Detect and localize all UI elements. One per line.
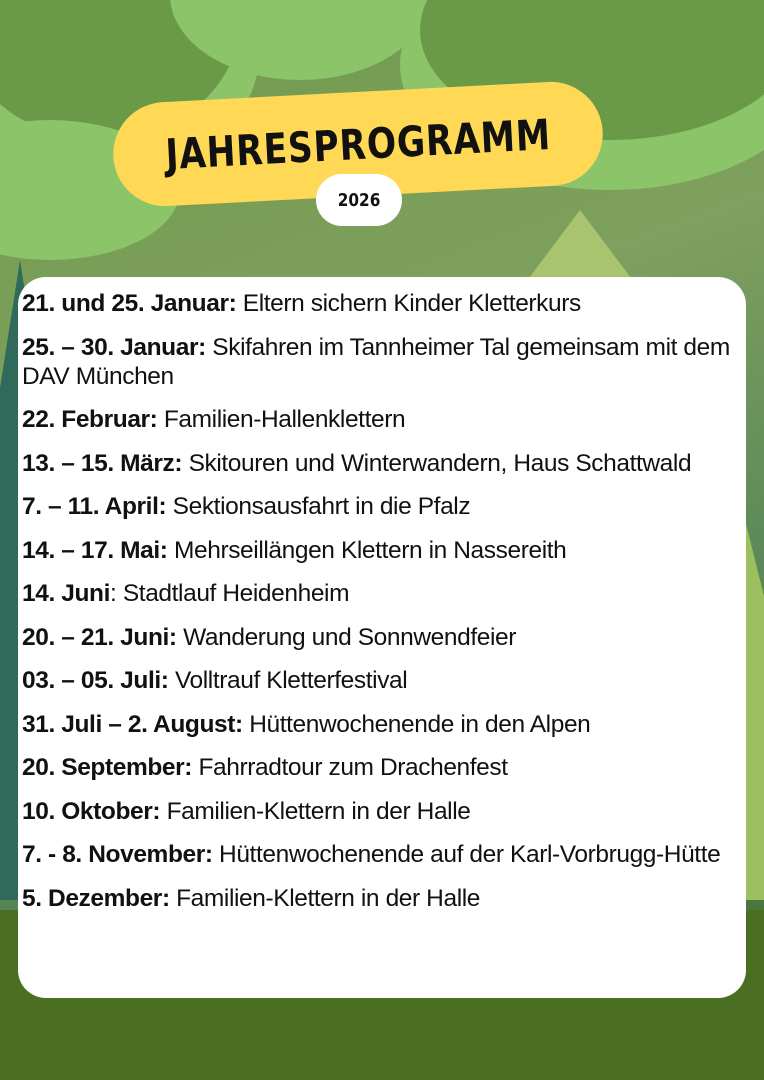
event-item: 7. - 8. November: Hüttenwochenende auf d… [22,840,736,869]
event-description: Volltrauf Kletterfestival [168,667,408,694]
event-item: 14. Juni: Stadtlauf Heidenheim [22,579,736,608]
event-date: 7. – 11. April: [22,493,167,520]
event-item: 5. Dezember: Familien-Klettern in der Ha… [22,884,736,913]
event-item: 20. September: Fahrradtour zum Drachenfe… [22,753,736,782]
page-title: JAHRESPROGRAMM [164,109,552,179]
event-date: 14. – 17. Mai: [22,536,168,564]
event-description: Skifahren im Tannheimer Tal gemeinsam mi… [22,333,730,390]
event-description: Familien-Klettern in der Halle [169,884,481,912]
event-item: 10. Oktober: Familien-Klettern in der Ha… [22,797,736,826]
event-description: Familien-Klettern in der Halle [160,797,471,825]
event-description: : Stadtlauf Heidenheim [110,580,350,607]
event-date: 22. Februar: [22,406,158,433]
event-date: 20. – 21. Juni: [22,623,177,651]
event-date: 31. Juli – 2. August: [22,710,243,738]
event-description: Sektionsausfahrt in die Pfalz [166,493,471,520]
event-description: Hüttenwochenende in den Alpen [242,710,591,738]
event-item: 31. Juli – 2. August: Hüttenwochenende i… [22,710,736,739]
event-item: 7. – 11. April: Sektionsausfahrt in die … [22,492,736,521]
event-date: 5. Dezember: [22,884,170,912]
event-description: Skitouren und Winterwandern, Haus Schatt… [182,449,692,477]
event-date: 20. September: [22,754,193,781]
event-item: 21. und 25. Januar: Eltern sichern Kinde… [22,289,736,318]
event-item: 13. – 15. März: Skitouren und Winterwand… [22,449,736,478]
event-list: 21. und 25. Januar: Eltern sichern Kinde… [18,277,746,998]
event-item: 20. – 21. Juni: Wanderung und Sonnwendfe… [22,623,736,652]
year-badge: 2026 [316,174,402,226]
event-date: 13. – 15. März: [22,449,183,477]
event-description: Eltern sichern Kinder Kletterkurs [236,290,582,317]
event-date: 10. Oktober: [22,797,161,825]
event-date: 7. - 8. November: [22,841,213,868]
event-description: Wanderung und Sonnwendfeier [176,623,516,651]
event-item: 14. – 17. Mai: Mehrseillängen Klettern i… [22,536,736,565]
event-description: Familien-Hallenklettern [157,406,406,433]
tree-top [520,210,640,290]
event-description: Mehrseillängen Klettern in Nassereith [167,536,567,564]
event-item: 25. – 30. Januar: Skifahren im Tannheime… [22,333,736,391]
event-item: 03. – 05. Juli: Volltrauf Kletterfestiva… [22,666,736,695]
event-date: 14. Juni [22,580,111,607]
event-description: Hüttenwochenende auf der Karl-Vorbrugg-H… [212,841,721,868]
event-description: Fahrradtour zum Drachenfest [192,754,508,781]
event-item: 22. Februar: Familien-Hallenklettern [22,405,736,434]
event-date: 21. und 25. Januar: [22,290,237,317]
event-date: 03. – 05. Juli: [22,667,169,694]
year-label: 2026 [337,189,381,211]
event-date: 25. – 30. Januar: [22,333,206,361]
